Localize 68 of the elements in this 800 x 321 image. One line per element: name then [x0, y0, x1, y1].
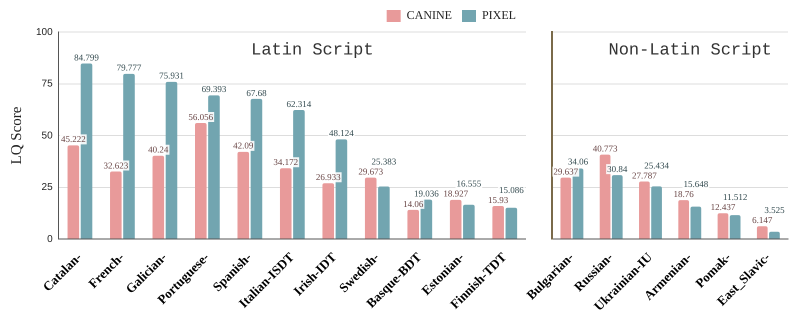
data-label: 67.68: [246, 88, 268, 98]
data-label: 75.931: [159, 70, 184, 81]
bar: [612, 175, 623, 238]
data-label: 84.799: [74, 52, 100, 62]
data-label: 14.06: [403, 198, 424, 209]
bar: [506, 208, 518, 238]
data-label: 6.147: [752, 215, 773, 226]
data-label: 3.525: [764, 205, 786, 216]
legend-label: CANINE: [406, 8, 452, 22]
bar: [639, 181, 650, 238]
data-label: 45.222: [60, 134, 86, 144]
data-label: 29.637: [553, 166, 579, 177]
bar: [194, 122, 207, 238]
bar: [68, 145, 80, 238]
bar: [492, 206, 504, 238]
data-label: 15.086: [498, 184, 524, 195]
data-label: 79.777: [116, 62, 142, 73]
bar: [463, 204, 475, 238]
bar: [560, 178, 572, 238]
bar: [152, 156, 164, 238]
bar: [730, 215, 741, 238]
data-label: 62.314: [286, 98, 312, 109]
data-label: 15.648: [683, 179, 709, 190]
data-label: 16.555: [456, 178, 482, 189]
annotation: Non-Latin Script: [608, 42, 772, 60]
bar: [110, 171, 122, 238]
data-label: 48.124: [329, 128, 354, 138]
bar: [378, 186, 390, 238]
bar: [407, 210, 419, 238]
data-label: 15.93: [488, 194, 509, 205]
bar: [651, 186, 662, 238]
data-label: 40.24: [148, 144, 169, 155]
bar: [450, 200, 462, 238]
bar: [364, 178, 377, 238]
data-label: 34.172: [273, 157, 298, 168]
data-label: 25.434: [644, 160, 670, 170]
y-tick-label: 75: [42, 78, 54, 90]
data-label: 11.512: [722, 192, 748, 202]
bar: [769, 232, 780, 238]
data-label: 25.383: [372, 156, 397, 166]
data-label: 56.056: [188, 112, 214, 122]
bar: [718, 213, 728, 238]
data-label: 19.036: [414, 188, 440, 198]
y-axis-title: LQ Score: [8, 106, 25, 164]
legend-label: PIXEL: [482, 8, 516, 22]
y-tick-label: 25: [42, 182, 54, 193]
bar: [280, 168, 292, 238]
data-label: 34.06: [568, 156, 589, 167]
data-label: 18.927: [443, 188, 469, 199]
data-label: 30.84: [607, 164, 628, 174]
y-tick-label: 0: [47, 234, 54, 245]
data-label: 42.09: [233, 140, 254, 151]
data-label: 69.393: [202, 84, 227, 94]
data-label: 29.673: [358, 166, 384, 176]
data-label: 32.623: [103, 160, 129, 170]
bar: [322, 183, 334, 238]
y-tick-label: 100: [36, 26, 54, 38]
bar: [678, 200, 690, 238]
annotation: Latin Script: [251, 42, 374, 60]
data-label: 26.933: [316, 172, 342, 182]
bar: [690, 206, 702, 238]
data-label: 27.787: [632, 170, 658, 180]
bar: [237, 152, 250, 238]
y-tick-label: 50: [42, 130, 54, 142]
data-label: 18.76: [674, 189, 694, 200]
data-label: 40.773: [592, 143, 618, 154]
bar: [756, 226, 768, 238]
data-label: 12.437: [710, 202, 736, 212]
